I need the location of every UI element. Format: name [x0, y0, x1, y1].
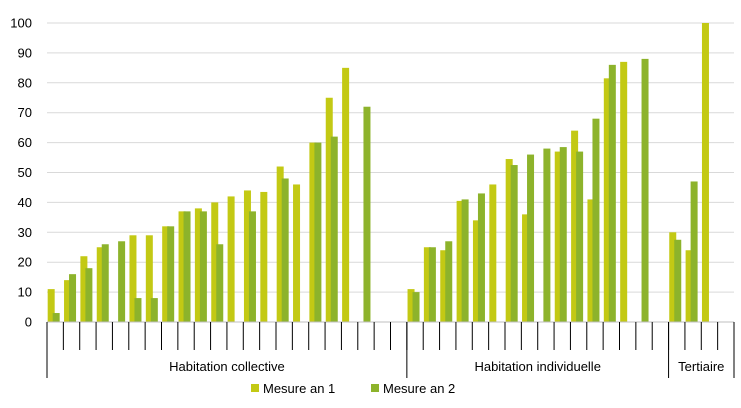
bar-series-2 — [461, 199, 469, 322]
bar-series-2 — [412, 292, 420, 322]
bar-series-1 — [309, 142, 317, 322]
bar-series-1 — [145, 235, 153, 322]
y-tick-label: 80 — [18, 75, 32, 90]
bar-series-2 — [363, 106, 371, 322]
y-axis-tick-labels: 0 10 20 30 40 50 60 70 80 90 100 — [10, 16, 32, 330]
bar-series-2 — [101, 244, 109, 322]
bar-series-2 — [527, 154, 535, 322]
bar-series-2 — [199, 211, 207, 322]
bar-series-2 — [445, 241, 453, 322]
bar-series-2 — [150, 298, 158, 322]
y-tick-label: 0 — [25, 315, 32, 330]
y-tick-label: 70 — [18, 105, 32, 120]
bar-series-1 — [243, 190, 251, 322]
bar-series-1 — [162, 226, 170, 322]
bar-series-2 — [183, 211, 191, 322]
bar-series-1 — [685, 250, 693, 322]
bar-series-1 — [701, 23, 709, 322]
bar-series-2 — [576, 151, 584, 322]
y-tick-label: 100 — [10, 16, 32, 31]
bar-series-1 — [440, 250, 448, 322]
group-label-3: Tertiaire — [678, 359, 724, 374]
legend-swatch-mesure-an-1 — [251, 384, 259, 392]
bar-series-2 — [248, 211, 256, 322]
bar-series-1 — [505, 159, 513, 322]
bars — [47, 23, 709, 323]
y-tick-label: 10 — [18, 285, 32, 300]
bar-series-1 — [342, 67, 350, 322]
y-tick-label: 20 — [18, 255, 32, 270]
bar-series-2 — [559, 147, 567, 322]
bar-series-1 — [178, 211, 186, 322]
bar-series-1 — [522, 214, 530, 322]
bar-series-2 — [118, 241, 126, 322]
bar-series-2 — [641, 58, 649, 322]
bar-series-1 — [620, 61, 628, 323]
bar-series-1 — [194, 208, 202, 322]
bar-series-1 — [489, 184, 497, 322]
bar-series-1 — [587, 199, 595, 322]
bar-series-1 — [571, 130, 579, 322]
bar-series-1 — [472, 220, 480, 322]
legend-swatch-mesure-an-2 — [371, 384, 379, 392]
bar-series-2 — [69, 274, 77, 322]
bar-series-1 — [407, 289, 415, 322]
bar-series-2 — [314, 142, 322, 322]
bar-series-2 — [690, 181, 698, 322]
group-label-2: Habitation individuelle — [474, 359, 600, 374]
group-label-1: Habitation collective — [169, 359, 285, 374]
legend-label-mesure-an-2: Mesure an 2 — [383, 381, 455, 396]
gridlines — [47, 22, 734, 293]
x-axis — [46, 321, 735, 378]
bar-series-2 — [477, 193, 485, 322]
bar-series-2 — [674, 239, 682, 322]
bar-series-1 — [260, 191, 268, 322]
bar-series-1 — [64, 280, 72, 322]
bar-series-1 — [325, 97, 333, 322]
bar-series-1 — [129, 235, 137, 322]
bar-series-2 — [330, 136, 338, 322]
bar-series-2 — [281, 178, 289, 322]
bar-series-1 — [669, 232, 677, 322]
bar-series-1 — [293, 184, 301, 322]
y-tick-label: 60 — [18, 135, 32, 150]
y-tick-label: 40 — [18, 195, 32, 210]
bar-series-1 — [227, 196, 235, 322]
bar-series-2 — [167, 226, 175, 322]
bar-series-2 — [134, 298, 142, 322]
y-tick-label: 50 — [18, 165, 32, 180]
legend: Mesure an 1 Mesure an 2 — [251, 381, 455, 396]
bar-series-2 — [592, 118, 600, 323]
bar-series-1 — [554, 151, 562, 322]
bar-series-2 — [428, 247, 436, 322]
y-tick-label: 30 — [18, 225, 32, 240]
bar-series-2 — [608, 64, 616, 323]
bar-series-1 — [456, 200, 464, 322]
bar-series-2 — [52, 313, 60, 322]
bar-series-2 — [510, 165, 518, 322]
x-axis-group-labels: Habitation collective Habitation individu… — [169, 359, 724, 374]
y-tick-label: 90 — [18, 45, 32, 60]
bar-series-1 — [603, 78, 611, 322]
bar-series-1 — [276, 166, 284, 322]
bar-series-2 — [543, 148, 551, 322]
bar-series-2 — [216, 244, 224, 322]
legend-label-mesure-an-1: Mesure an 1 — [263, 381, 335, 396]
bar-series-1 — [211, 202, 219, 322]
bar-series-1 — [47, 289, 55, 322]
bar-series-1 — [423, 247, 431, 322]
bar-series-1 — [80, 256, 88, 322]
bar-series-2 — [85, 268, 93, 322]
bar-series-1 — [96, 247, 104, 322]
